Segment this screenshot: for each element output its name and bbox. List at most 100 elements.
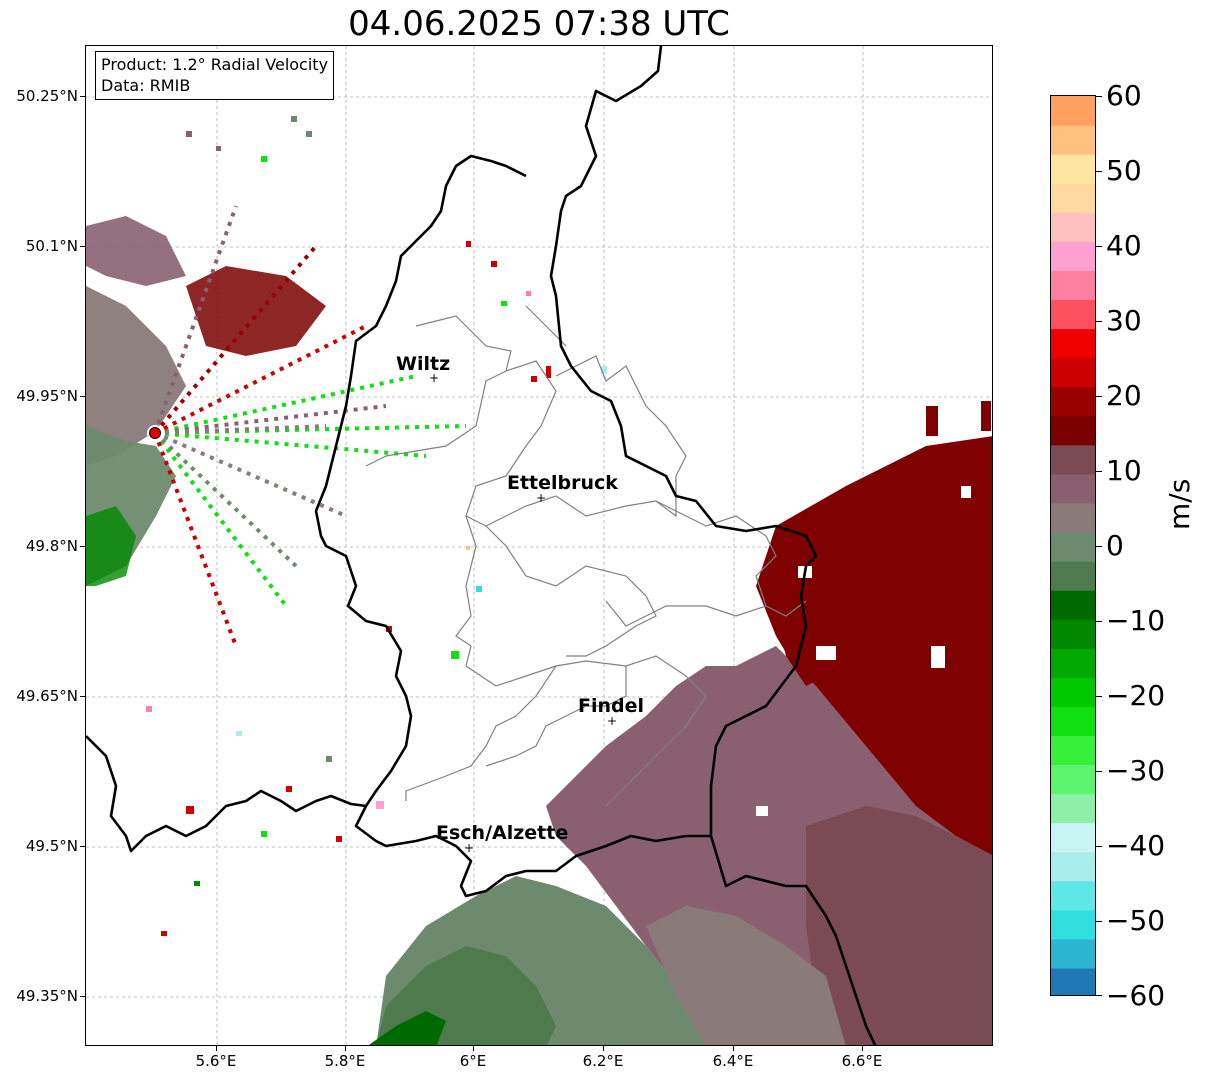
lat-tick: 50.25°N [16,87,78,105]
colorbar-segment [1051,880,1095,911]
place-wiltz: Wiltz [396,353,450,375]
map-canvas [86,46,992,1045]
colorbar-segment [1051,764,1095,795]
place-label: Esch/Alzette [436,822,569,844]
lon-tick: 6°E [459,1052,487,1070]
colorbar-tick: −30 [1106,754,1166,787]
colorbar-tick-mark [1096,396,1102,397]
lon-tick: 6.6°E [841,1052,883,1070]
colorbar-segment [1051,706,1095,737]
colorbar-tick-mark [1096,171,1102,172]
place-label: Wiltz [396,353,451,375]
place-findel-marker: + [607,714,618,728]
colorbar-segment [1051,473,1095,504]
colorbar-tick-mark [1096,546,1102,547]
colorbar-segment [1051,531,1095,562]
map-title: 04.06.2025 07:38 UTC [348,4,730,44]
lat-tick: 49.8°N [25,537,78,555]
colorbar-segment [1051,619,1095,649]
lat-tick: 49.95°N [16,387,78,405]
colorbar-segment [1051,270,1095,301]
place-label: Ettelbruck [507,472,618,494]
colorbar-segment [1051,590,1095,620]
place-ettelbruck-marker: + [536,491,547,505]
colorbar-tick: 30 [1106,304,1142,337]
colorbar-segment [1051,154,1095,184]
data-source-line: Data: RMIB [101,76,191,95]
colorbar-segment [1051,561,1095,591]
colorbar-tick-mark [1096,96,1102,97]
colorbar-tick-mark [1096,995,1102,996]
colorbar-segment [1051,386,1095,417]
lon-tick-mark [603,1046,604,1051]
lon-tick-mark [345,1046,346,1051]
lat-tick: 49.65°N [16,687,78,705]
colorbar-tick-mark [1096,246,1102,247]
lon-tick-mark [733,1046,734,1051]
colorbar-tick: 40 [1106,229,1142,262]
colorbar-tick-mark [1096,771,1102,772]
radar-map[interactable]: Wiltz + Ettelbruck + Findel + Esch/Alzet… [85,45,993,1046]
colorbar-tick: −40 [1106,829,1166,862]
colorbar-segment [1051,299,1095,330]
place-esch: Esch/Alzette [436,822,568,844]
lat-tick-mark [80,846,85,847]
colorbar-tick-mark [1096,846,1102,847]
lon-tick-mark [216,1046,217,1051]
place-ettelbruck: Ettelbruck [507,472,618,494]
place-esch-marker: + [464,841,475,855]
colorbar-tick: −60 [1106,979,1166,1012]
colorbar-tick: 10 [1106,454,1142,487]
place-label: Findel [578,695,645,717]
lat-tick-mark [80,246,85,247]
colorbar-tick: −10 [1106,604,1166,637]
colorbar-tick: 60 [1106,79,1142,112]
lat-tick-mark [80,996,85,997]
lon-tick: 5.6°E [195,1052,237,1070]
lon-tick: 5.8°E [324,1052,366,1070]
lat-tick: 50.1°N [25,237,78,255]
lat-tick-mark [80,96,85,97]
colorbar-segment [1051,793,1095,824]
colorbar-tick-mark [1096,471,1102,472]
lat-tick-mark [80,546,85,547]
scattered-echoes [146,116,607,936]
colorbar-segment [1051,502,1095,533]
colorbar-segment [1051,241,1095,271]
colorbar-tick: −20 [1106,679,1166,712]
lon-tick: 6.4°E [712,1052,754,1070]
lon-tick-mark [862,1046,863,1051]
place-findel: Findel [578,695,644,717]
canton-boundaries [365,305,807,807]
product-info-box: Product: 1.2° Radial Velocity Data: RMIB [95,51,335,100]
colorbar-tick: −50 [1106,904,1166,937]
lon-tick: 6.2°E [582,1052,624,1070]
colorbar-segment [1051,735,1095,766]
lat-tick: 49.35°N [16,987,78,1005]
colorbar-segment [1051,648,1095,678]
colorbar-tick-mark [1096,696,1102,697]
colorbar-segment [1051,677,1095,707]
lat-tick: 49.5°N [25,837,78,855]
colorbar-tick: 0 [1106,529,1124,562]
colorbar-segment [1051,822,1095,853]
colorbar-tick-mark [1096,321,1102,322]
colorbar-segment [1051,851,1095,882]
product-line: Product: 1.2° Radial Velocity [101,55,329,74]
radial-streaks [153,205,467,647]
place-wiltz-marker: + [429,371,440,385]
colorbar-segment [1051,415,1095,446]
velocity-field-west [86,216,326,586]
colorbar-segment [1051,909,1095,940]
colorbar-segment [1051,967,1095,995]
colorbar-gradient [1051,96,1095,995]
colorbar-segment [1051,212,1095,242]
lat-tick-mark [80,396,85,397]
colorbar-tick-mark [1096,621,1102,622]
velocity-colorbar [1050,95,1096,996]
colorbar-segment [1051,444,1095,475]
colorbar-segment [1051,357,1095,388]
colorbar-tick-mark [1096,921,1102,922]
colorbar-tick: 50 [1106,154,1142,187]
colorbar-segment [1051,96,1095,126]
